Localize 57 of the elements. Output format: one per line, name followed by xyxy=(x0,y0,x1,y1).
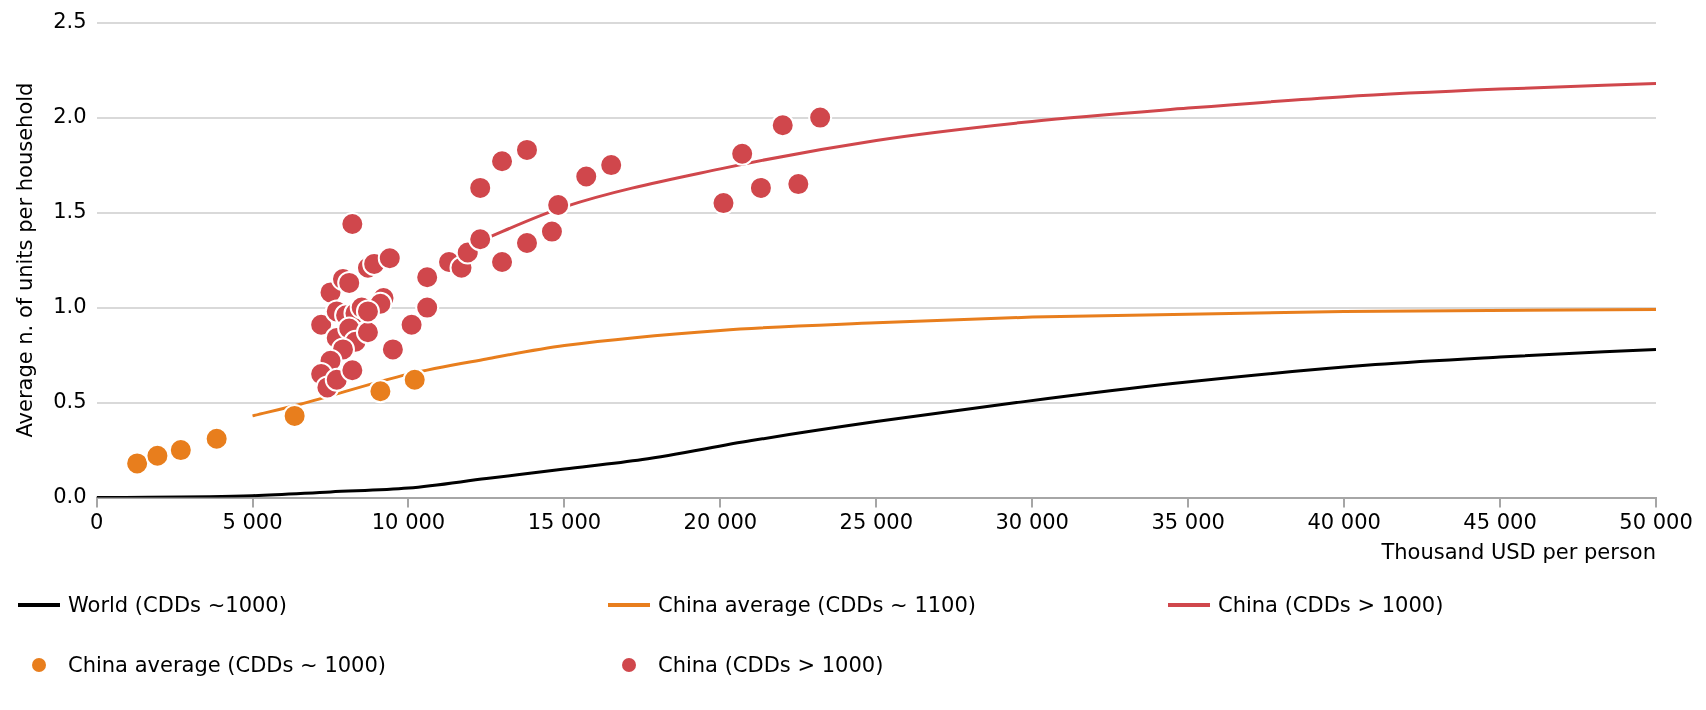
point xyxy=(145,443,170,468)
x-axis-title: Thousand USD per person xyxy=(1380,539,1656,564)
point xyxy=(340,212,365,236)
point xyxy=(415,295,440,320)
point xyxy=(125,451,150,476)
x-tick-label: 15 000 xyxy=(527,509,602,534)
legend-label: China (CDDs > 1000) xyxy=(658,653,884,677)
point xyxy=(355,320,380,345)
point xyxy=(539,219,564,244)
y-tick-label: 1.0 xyxy=(53,294,87,319)
x-tick-label: 40 000 xyxy=(1307,509,1381,534)
y-tick-label: 1.5 xyxy=(53,199,87,224)
point xyxy=(399,312,424,337)
point xyxy=(490,250,515,274)
point xyxy=(337,270,362,295)
point xyxy=(711,191,736,216)
x-tick-label: 5 000 xyxy=(222,509,283,534)
point xyxy=(468,175,493,200)
point xyxy=(340,358,365,383)
point xyxy=(380,337,405,362)
y-axis-title: Average n. of units per household xyxy=(13,82,38,438)
point xyxy=(468,227,493,252)
point xyxy=(730,141,755,166)
x-tick-label: 45 000 xyxy=(1463,509,1537,534)
x-tick-label: 50 000 xyxy=(1619,509,1693,534)
y-tick-label: 2.5 xyxy=(53,9,87,34)
y-tick-label: 0.0 xyxy=(53,484,87,509)
y-tick-label: 0.5 xyxy=(53,389,87,414)
point xyxy=(402,367,427,392)
point xyxy=(490,149,515,174)
point xyxy=(786,172,811,197)
point xyxy=(282,403,307,428)
point xyxy=(546,193,571,217)
point xyxy=(514,137,539,162)
legend-label: China (CDDs > 1000) xyxy=(1218,593,1444,617)
x-tick-label: 35 000 xyxy=(1151,509,1225,534)
point xyxy=(808,105,833,130)
point xyxy=(168,438,193,463)
point xyxy=(748,175,773,200)
point xyxy=(514,231,539,255)
legend-label: China average (CDDs ~ 1100) xyxy=(658,593,977,617)
x-tick-label: 25 000 xyxy=(839,509,914,534)
legend-label: World (CDDs ~1000) xyxy=(68,593,287,617)
y-tick-label: 2.0 xyxy=(53,104,87,129)
x-tick-label: 10 000 xyxy=(371,509,446,534)
x-tick-label: 30 000 xyxy=(995,509,1069,534)
point xyxy=(599,153,624,178)
point xyxy=(770,113,795,138)
point xyxy=(574,164,599,189)
x-tick-label: 20 000 xyxy=(683,509,758,534)
x-tick-label: 0 xyxy=(89,509,104,534)
point xyxy=(355,299,380,324)
legend-label: China average (CDDs ~ 1000) xyxy=(68,653,387,677)
point xyxy=(368,379,393,404)
point xyxy=(204,426,229,451)
point xyxy=(377,246,402,271)
point xyxy=(415,265,440,290)
